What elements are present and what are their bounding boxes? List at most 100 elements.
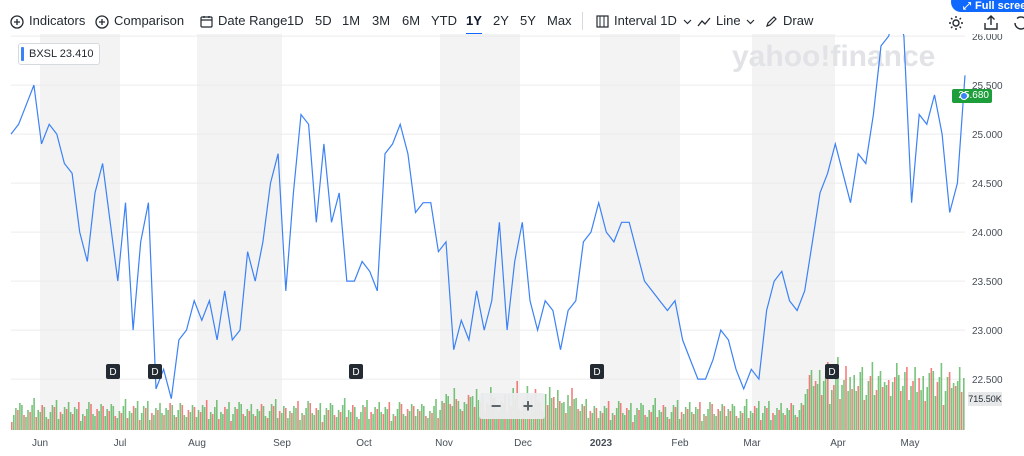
range-5d[interactable]: 5D <box>315 13 332 28</box>
volume-bar <box>67 402 70 430</box>
volume-bar <box>705 416 707 430</box>
volume-bar <box>680 412 683 430</box>
refresh-icon[interactable] <box>1012 14 1024 32</box>
volume-bar <box>709 402 711 430</box>
comparison-button[interactable]: Comparison <box>95 12 184 30</box>
volume-bar <box>329 403 332 430</box>
indicators-button[interactable]: Indicators <box>10 12 85 30</box>
volume-bar <box>163 415 165 430</box>
volume-bar <box>695 407 697 430</box>
volume-bar <box>780 403 782 430</box>
share-icon[interactable] <box>982 14 1000 32</box>
volume-bar <box>613 415 616 430</box>
range-6m[interactable]: 6M <box>402 13 421 28</box>
volume-bar <box>918 378 920 430</box>
volume-bar <box>63 407 66 430</box>
volume-bar <box>772 413 774 430</box>
zoom-out-button[interactable]: − <box>490 396 502 416</box>
interval-dropdown[interactable]: Interval 1D <box>596 12 692 30</box>
range-ytd[interactable]: YTD <box>431 13 457 28</box>
range-max[interactable]: Max <box>547 13 572 28</box>
volume-bar <box>13 415 15 430</box>
volume-bar <box>684 407 687 430</box>
volume-bar <box>193 407 196 430</box>
volume-bar <box>76 409 78 430</box>
legend-value: 23.410 <box>59 48 94 60</box>
volume-bar <box>636 408 638 430</box>
volume-bar <box>289 411 291 430</box>
chevron-down-icon <box>746 19 755 25</box>
volume-bar <box>427 418 429 430</box>
volume-bar <box>25 417 27 430</box>
full-screen-button[interactable]: ⤢ Full screen <box>951 0 1024 12</box>
price-series-line <box>10 34 966 399</box>
volume-bar <box>906 367 908 430</box>
range-1m[interactable]: 1M <box>342 13 361 28</box>
volume-bar <box>266 418 269 430</box>
volume-bar <box>585 399 587 430</box>
volume-bar <box>11 422 13 430</box>
legend-symbol: BXSL <box>29 48 57 60</box>
volume-bar <box>800 403 803 430</box>
volume-bar <box>211 414 214 430</box>
volume-bar <box>51 405 54 430</box>
volume-bar <box>244 416 246 430</box>
volume-bar <box>356 417 358 430</box>
volume-bar <box>287 418 289 430</box>
volume-bar <box>43 407 46 430</box>
y-axis-tick-label: 24.500 <box>972 179 1003 190</box>
volume-bar <box>648 410 650 430</box>
volume-bar <box>360 412 362 430</box>
range-2y[interactable]: 2Y <box>493 13 509 28</box>
price-chart[interactable]: yahoo!finance 26.000 25.500 25.000 24.500 24.… <box>0 34 1024 456</box>
volume-bar <box>833 385 835 430</box>
volume-bar <box>798 410 801 430</box>
volume-bar <box>86 409 88 430</box>
dividend-marker <box>590 364 604 379</box>
volume-bar <box>218 419 220 430</box>
volume-bar <box>753 406 756 430</box>
plus-circle-icon <box>95 14 109 29</box>
volume-bar <box>678 419 681 430</box>
volume-bar <box>776 408 778 430</box>
range-5y[interactable]: 5Y <box>520 13 536 28</box>
dividend-marker-label: D <box>593 367 600 378</box>
gear-icon[interactable] <box>947 14 965 32</box>
series-legend[interactable]: BXSL 23.410 <box>18 43 101 65</box>
volume-bar <box>431 413 433 430</box>
volume-bar <box>867 381 870 430</box>
volume-bar <box>161 413 163 430</box>
draw-button[interactable]: Draw <box>765 12 813 30</box>
volume-bar <box>707 409 709 430</box>
chart-type-dropdown[interactable]: Line <box>697 12 755 30</box>
volume-bar <box>71 414 74 430</box>
volume-bar <box>879 371 882 430</box>
range-1d[interactable]: 1D <box>287 13 304 28</box>
chart-toolbar: Indicators Comparison Date Range 1D 5D 1… <box>0 0 1024 40</box>
volume-bar <box>506 413 508 430</box>
volume-bar <box>130 413 133 430</box>
date-range-button[interactable]: Date Range <box>200 12 287 30</box>
volume-bar <box>930 368 933 430</box>
volume-bar <box>23 415 25 430</box>
volume-bar <box>437 418 439 430</box>
volume-bar <box>591 413 594 430</box>
volume-bar <box>268 411 271 430</box>
volume-bar <box>234 407 236 430</box>
volume-bar <box>652 405 654 430</box>
volume-bar <box>544 394 547 430</box>
volume-bar <box>354 407 356 430</box>
volume-bar <box>293 406 295 430</box>
volume-bar <box>305 408 307 430</box>
range-3m[interactable]: 3M <box>372 13 391 28</box>
volume-bar <box>841 385 843 430</box>
zoom-in-button[interactable]: + <box>522 396 534 416</box>
volume-bar <box>565 413 567 430</box>
volume-bar <box>924 401 926 430</box>
volume-bar <box>573 399 575 430</box>
volume-bar <box>323 415 326 430</box>
volume-bar <box>713 414 715 430</box>
range-1y[interactable]: 1Y <box>466 13 482 35</box>
volume-bar <box>37 410 39 430</box>
volume-bar <box>59 412 62 430</box>
